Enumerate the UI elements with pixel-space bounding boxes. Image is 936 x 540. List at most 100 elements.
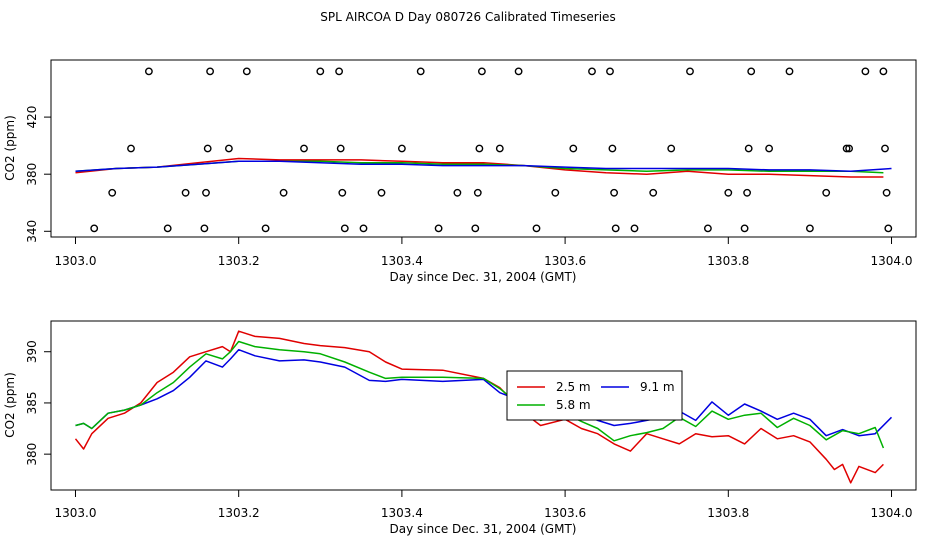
y-tick-label: 390 — [25, 340, 39, 363]
marker-point — [359, 224, 368, 233]
top-series-group — [75, 157, 892, 178]
marker-point — [551, 188, 560, 197]
top-x-axis: 1303.0 1303.2 1303.4 1303.6 1303.8 1304.0 — [54, 237, 913, 268]
marker-point — [630, 224, 639, 233]
marker-point — [477, 67, 486, 76]
marker-point — [416, 67, 425, 76]
y-tick-label: 420 — [25, 106, 39, 129]
legend-label-5-8m: 5.8 m — [556, 398, 591, 412]
marker-point — [471, 224, 480, 233]
series-line-red — [75, 157, 884, 178]
marker-point — [206, 67, 215, 76]
marker-point — [336, 144, 345, 153]
marker-point — [740, 224, 749, 233]
bottom-y-axis-label: CO2 (ppm) — [3, 372, 17, 438]
top-marker-group — [90, 67, 893, 233]
y-tick-label: 340 — [25, 220, 39, 243]
x-tick-label: 1303.0 — [54, 506, 96, 520]
top-x-axis-label: Day since Dec. 31, 2004 (GMT) — [390, 270, 577, 284]
bottom-x-axis: 1303.0 1303.2 1303.4 1303.6 1303.8 1304.0 — [54, 490, 913, 520]
series-line-blue — [75, 160, 892, 173]
marker-point — [588, 67, 596, 76]
top-plot-frame — [50, 59, 917, 238]
marker-point — [475, 144, 484, 153]
marker-point — [397, 144, 406, 153]
marker-point — [108, 188, 117, 197]
marker-point — [514, 67, 523, 76]
marker-point — [90, 224, 99, 233]
marker-point — [316, 67, 325, 76]
marker-point — [845, 144, 853, 153]
marker-point — [340, 224, 349, 233]
bottom-series-group — [74, 330, 893, 484]
marker-point — [806, 224, 814, 233]
bottom-x-axis-label: Day since Dec. 31, 2004 (GMT) — [390, 522, 577, 536]
marker-point — [181, 188, 190, 197]
marker-point — [649, 188, 658, 197]
marker-point — [377, 188, 386, 197]
marker-point — [884, 224, 893, 233]
bottom-y-axis: 380 385 390 — [25, 340, 51, 466]
marker-point — [569, 144, 578, 153]
marker-point — [881, 144, 889, 153]
chart-title: SPL AIRCOA D Day 080726 Calibrated Times… — [320, 10, 616, 24]
x-tick-label: 1303.6 — [544, 506, 586, 520]
marker-point — [338, 188, 347, 197]
marker-point — [300, 144, 308, 153]
marker-point — [610, 188, 618, 197]
marker-point — [608, 144, 617, 153]
x-tick-label: 1303.0 — [54, 254, 96, 268]
legend-label-2-5m: 2.5 m — [556, 380, 591, 394]
x-tick-label: 1304.0 — [871, 254, 913, 268]
marker-point — [611, 224, 620, 233]
x-tick-label: 1303.8 — [707, 506, 749, 520]
marker-point — [744, 144, 753, 153]
marker-point — [224, 144, 233, 153]
marker-point — [453, 188, 462, 197]
marker-point — [667, 144, 676, 153]
series-line-2-5-m — [74, 330, 884, 484]
marker-point — [882, 188, 891, 197]
marker-point — [200, 224, 209, 233]
marker-point — [434, 224, 443, 233]
marker-point — [261, 224, 270, 233]
y-tick-label: 385 — [25, 391, 39, 414]
y-tick-label: 380 — [25, 163, 39, 186]
marker-point — [747, 67, 756, 76]
x-tick-label: 1303.4 — [381, 254, 423, 268]
x-tick-label: 1303.2 — [218, 254, 260, 268]
y-tick-label: 380 — [25, 443, 39, 466]
marker-point — [861, 67, 870, 76]
marker-point — [704, 224, 712, 233]
series-line-5-8-m — [75, 340, 885, 449]
marker-point — [842, 144, 851, 153]
legend: 2.5 m 9.1 m 5.8 m — [506, 370, 683, 421]
x-tick-label: 1303.6 — [544, 254, 586, 268]
top-panel: 1303.0 1303.2 1303.4 1303.6 1303.8 1304.0 340… — [3, 59, 917, 284]
marker-point — [127, 144, 135, 153]
x-tick-label: 1304.0 — [871, 506, 913, 520]
marker-point — [686, 67, 694, 76]
marker-point — [202, 188, 210, 197]
marker-point — [606, 67, 614, 76]
marker-point — [144, 67, 153, 76]
marker-point — [335, 67, 343, 76]
series-line-9-1-m — [75, 348, 893, 437]
legend-label-9-1m: 9.1 m — [640, 380, 675, 394]
marker-point — [279, 188, 288, 197]
marker-point — [242, 67, 251, 76]
x-tick-label: 1303.8 — [707, 254, 749, 268]
marker-point — [473, 188, 482, 197]
marker-point — [724, 188, 733, 197]
marker-point — [495, 144, 504, 153]
x-tick-label: 1303.4 — [381, 506, 423, 520]
marker-point — [532, 224, 541, 233]
top-y-axis: 340 380 420 — [25, 106, 51, 243]
bottom-plot-frame — [50, 320, 917, 491]
legend-box — [506, 370, 683, 421]
marker-point — [743, 188, 751, 197]
marker-point — [163, 224, 172, 233]
bottom-panel: 1303.0 1303.2 1303.4 1303.6 1303.8 1304.0 380… — [3, 320, 917, 536]
marker-point — [765, 144, 773, 153]
marker-point — [203, 144, 212, 153]
